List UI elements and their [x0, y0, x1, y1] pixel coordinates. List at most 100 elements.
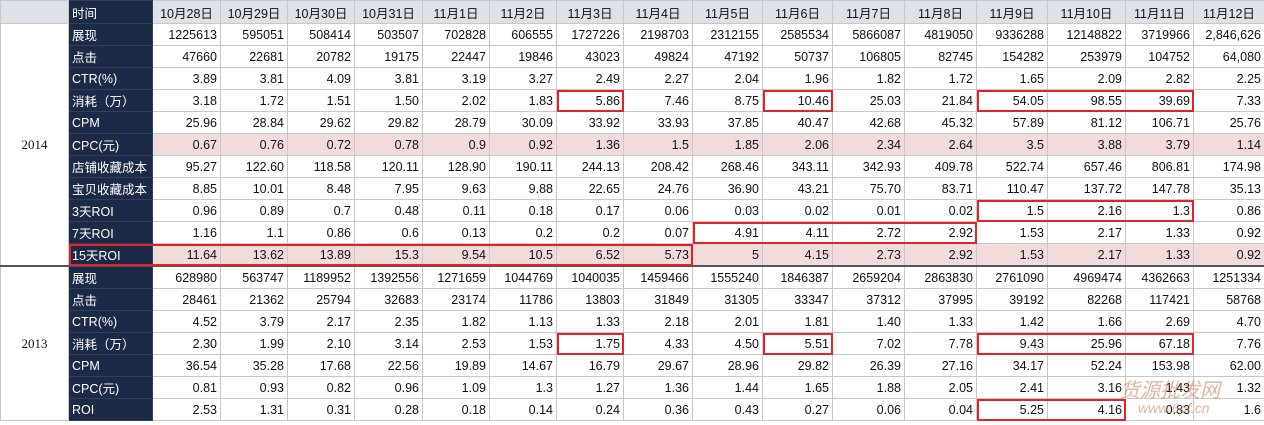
value-cell: 3.19: [422, 67, 490, 90]
row-label: 展现: [68, 265, 153, 289]
value-cell: 1.53: [976, 221, 1048, 244]
value-cell: 33.92: [556, 111, 624, 134]
value-cell: 8.48: [287, 177, 355, 200]
value-cell: 25.03: [832, 89, 905, 112]
value-cell: 1.72: [220, 89, 288, 112]
value-cell: 1189952: [287, 265, 355, 289]
value-cell: 1044769: [489, 265, 557, 289]
value-cell: 7.95: [354, 177, 423, 200]
value-cell: 0.9: [422, 133, 490, 156]
value-cell: 5.25: [976, 398, 1048, 421]
value-cell: 2.18: [623, 310, 693, 333]
table-row: 消耗（万） 3.18 1.72 1.51 1.50 2.02 1.83 5.86 7.46 8.7…: [1, 89, 1264, 112]
value-cell: 1.31: [220, 398, 288, 421]
value-cell: 21362: [220, 288, 288, 311]
value-cell: 1.13: [489, 310, 557, 333]
value-cell: 10.5: [489, 243, 557, 267]
value-cell: 0.83: [1125, 398, 1194, 421]
value-cell: 508414: [287, 23, 355, 46]
value-cell: 0.81: [152, 376, 221, 399]
table-row: CPM 25.96 28.84 29.62 29.82 28.79 30.09 33.92 33…: [1, 111, 1264, 134]
value-cell: 2.17: [1047, 221, 1126, 244]
value-cell: 0.86: [1193, 199, 1264, 222]
value-cell: 0.28: [354, 398, 423, 421]
value-cell: 1.40: [832, 310, 905, 333]
date-header: 11月4日: [623, 0, 693, 24]
value-cell: 3.27: [489, 67, 557, 90]
value-cell: 2.09: [1047, 67, 1126, 90]
table-row: 点击 28461 21362 25794 32683 23174 11786 13803 318…: [1, 288, 1264, 311]
value-cell: 2.30: [152, 332, 221, 355]
value-cell: 0.92: [489, 133, 557, 156]
value-cell: 22.56: [354, 354, 423, 377]
value-cell: 1.3: [1125, 199, 1194, 222]
value-cell: 83.71: [904, 177, 977, 200]
value-cell: 2.16: [1047, 199, 1126, 222]
value-cell: 23174: [422, 288, 490, 311]
value-cell: 0.93: [220, 376, 288, 399]
value-cell: 1.82: [422, 310, 490, 333]
value-cell: 1.99: [220, 332, 288, 355]
value-cell: 0.36: [623, 398, 693, 421]
value-cell: 128.90: [422, 155, 490, 178]
watermark-url: www.6pf.cn: [1138, 400, 1210, 416]
value-cell: 30.09: [489, 111, 557, 134]
value-cell: 0.24: [556, 398, 624, 421]
value-cell: 2.05: [904, 376, 977, 399]
value-cell: 22447: [422, 45, 490, 68]
value-cell: 0.92: [1193, 243, 1264, 267]
value-cell: 29.82: [762, 354, 833, 377]
table-row: CPC(元) 0.81 0.93 0.82 0.96 1.09 1.3 1.27 1.36 1.4…: [1, 376, 1264, 399]
table-row: 15天ROI 11.64 13.62 13.89 15.3 9.54 10.5 6.52 5.7…: [1, 243, 1264, 267]
value-cell: 4819050: [904, 23, 977, 46]
date-header: 10月31日: [354, 0, 423, 24]
date-header: 10月30日: [287, 0, 355, 24]
value-cell: 3.14: [354, 332, 423, 355]
value-cell: 31849: [623, 288, 693, 311]
value-cell: 0.02: [904, 199, 977, 222]
table-row: ROI 2.53 1.31 0.31 0.28 0.18 0.14 0.24 0.36 0.43 0…: [1, 398, 1264, 421]
value-cell: 343.11: [762, 155, 833, 178]
value-cell: 95.27: [152, 155, 221, 178]
row-label: CTR(%): [68, 67, 153, 90]
value-cell: 7.33: [1193, 89, 1264, 112]
value-cell: 2.34: [832, 133, 905, 156]
value-cell: 29.67: [623, 354, 693, 377]
row-label: 点击: [68, 45, 153, 68]
value-cell: 24.76: [623, 177, 693, 200]
row-label: CPC(元): [68, 133, 153, 156]
value-cell: 49824: [623, 45, 693, 68]
value-cell: 1.5: [623, 133, 693, 156]
value-cell: 0.76: [220, 133, 288, 156]
value-cell: 806.81: [1125, 155, 1194, 178]
row-label: 3天ROI: [68, 199, 153, 222]
value-cell: 1.83: [489, 89, 557, 112]
value-cell: 1.96: [762, 67, 833, 90]
value-cell: 120.11: [354, 155, 423, 178]
table-row: 宝贝收藏成本 8.85 10.01 8.48 7.95 9.63 9.88 22.65 24.7…: [1, 177, 1264, 200]
value-cell: 5.51: [762, 332, 833, 355]
row-label: CPC(元): [68, 376, 153, 399]
row-label: CPM: [68, 111, 153, 134]
value-cell: 0.13: [422, 221, 490, 244]
value-cell: 35.28: [220, 354, 288, 377]
value-cell: 2.17: [287, 310, 355, 333]
value-cell: 0.96: [354, 376, 423, 399]
value-cell: 110.47: [976, 177, 1048, 200]
date-header: 11月10日: [1047, 0, 1126, 24]
header-row: 时间 10月28日 10月29日 10月30日 10月31日 11月1日 11月2日 11月3…: [0, 0, 1264, 24]
value-cell: 2.53: [152, 398, 221, 421]
value-cell: 2.92: [904, 243, 977, 267]
table-row: 2014 展现 1225613 595051 508414 503507 702828 606…: [0, 23, 1264, 267]
value-cell: 174.98: [1193, 155, 1264, 178]
value-cell: 1846387: [762, 265, 833, 289]
value-cell: 34.17: [976, 354, 1048, 377]
value-cell: 2.53: [422, 332, 490, 355]
value-cell: 0.86: [287, 221, 355, 244]
table-row: 店铺收藏成本 95.27 122.60 118.58 120.11 128.90 190.1…: [1, 155, 1264, 178]
value-cell: 137.72: [1047, 177, 1126, 200]
value-cell: 81.12: [1047, 111, 1126, 134]
table-row: CPC(元) 0.67 0.76 0.72 0.78 0.9 0.92 1.36 1.5 1.85…: [1, 133, 1264, 156]
